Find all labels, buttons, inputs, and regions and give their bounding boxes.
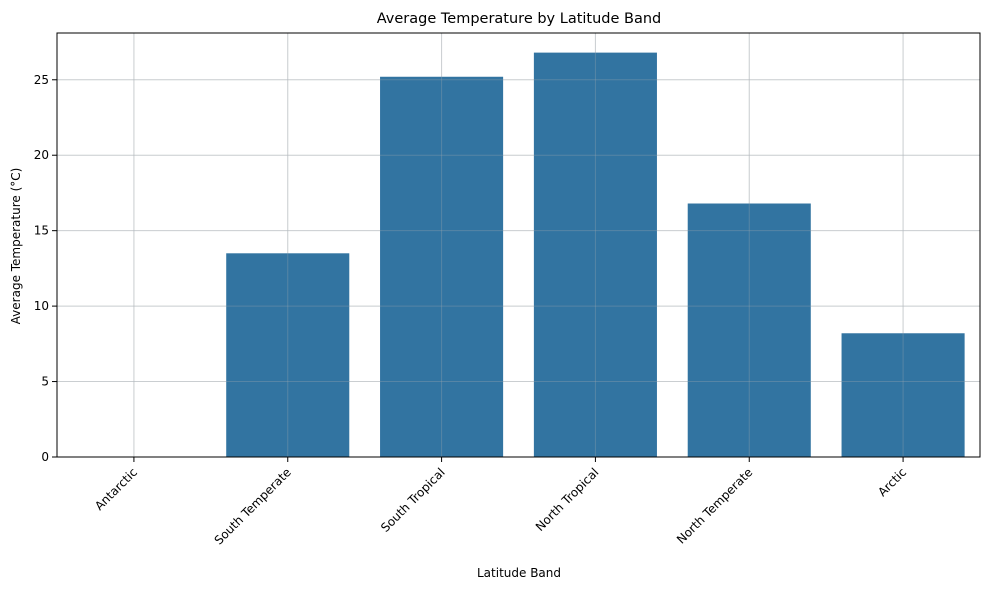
bar: [380, 76, 504, 458]
x-tick-label: Arctic: [875, 465, 909, 499]
y-tick-label: 5: [41, 375, 49, 389]
y-axis-title: Average Temperature (°C): [9, 168, 23, 325]
bar: [841, 333, 965, 457]
bars: [226, 52, 965, 458]
grid-lines: [57, 33, 980, 458]
x-tick-label: North Temperate: [674, 465, 755, 546]
x-tick-label: South Tropical: [378, 465, 448, 535]
bar: [533, 52, 657, 457]
chart-title: Average Temperature by Latitude Band: [377, 11, 662, 27]
y-tick-label: 20: [34, 148, 49, 162]
x-tick-label: Antarctic: [92, 465, 140, 513]
y-tick-label: 0: [41, 450, 49, 464]
bar: [687, 203, 811, 457]
y-tick-label: 10: [34, 299, 49, 313]
x-axis-title: Latitude Band: [477, 566, 561, 580]
x-tick-label: North Tropical: [533, 465, 602, 534]
x-tick-label: South Temperate: [212, 465, 294, 547]
plot-frame: [56, 32, 981, 458]
grid-overlay: [57, 33, 980, 458]
y-axis: 0 5 10 15 20 25: [34, 73, 57, 464]
bar: [226, 253, 350, 457]
y-tick-label: 15: [34, 224, 49, 238]
y-tick-label: 25: [34, 73, 49, 87]
x-axis: Antarctic South Temperate South Tropical No…: [92, 457, 909, 548]
